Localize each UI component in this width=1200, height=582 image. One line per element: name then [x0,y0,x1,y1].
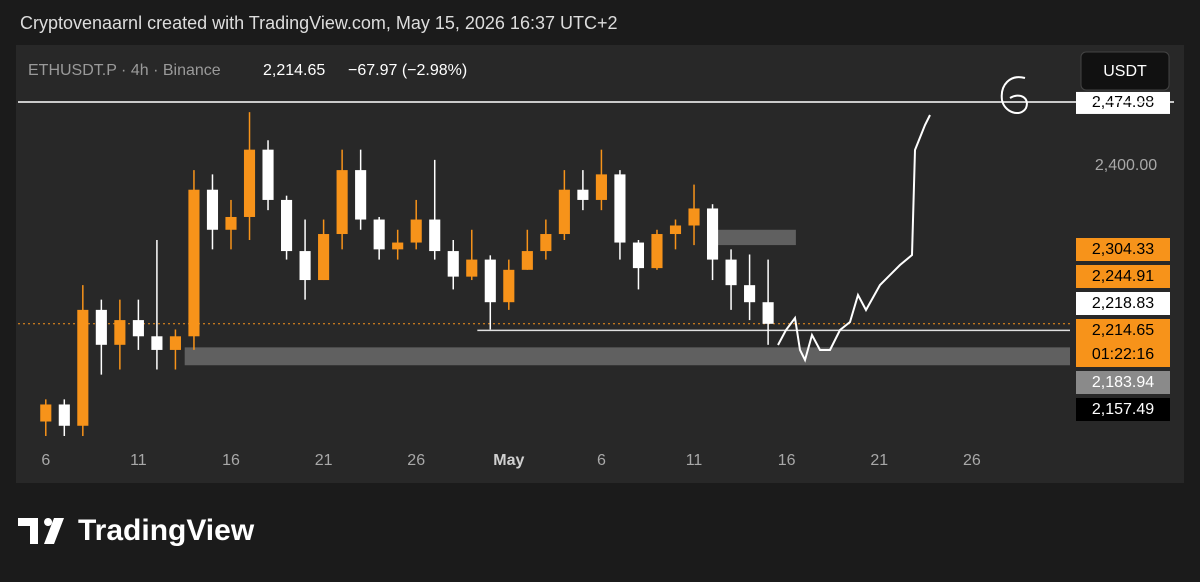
candle-body [318,234,330,281]
candle-body [206,189,219,230]
candle-body [243,149,256,217]
price-label: 2,183.94 [1092,374,1154,391]
symbol: ETHUSDT.P · 4h · Binance [28,62,221,79]
candle-body [540,234,552,252]
candle-body [262,149,274,200]
x-tick-label: 11 [130,452,147,469]
price-label: 2,244.91 [1092,268,1154,285]
candle-body [466,259,478,277]
candle-body [521,251,533,270]
x-tick-label: 6 [41,452,50,469]
currency-label: USDT [1103,63,1147,80]
countdown: 01:22:16 [1092,346,1154,363]
logo-mark [18,518,64,544]
candle-body [632,242,645,269]
candle-body [336,170,348,235]
candle-body [410,219,422,243]
candle-body [762,302,774,324]
x-tick-label: 26 [963,452,981,469]
candle-body [299,251,311,281]
price-label-box [1076,238,1170,261]
candle-body [169,336,181,350]
caption: Cryptovenaarnl created with TradingView.… [20,13,618,33]
x-tick-label: 11 [686,452,703,469]
last-price: 2,214.65 [263,62,325,79]
candle-body [614,174,626,243]
candle-body [577,189,589,200]
price-label: 2,218.83 [1092,295,1154,312]
candle-body [595,174,607,200]
drawn-projection [777,114,931,363]
price-label-box [1076,371,1170,394]
candle-body [355,170,367,220]
candle-body [114,320,126,345]
candle-body [725,259,737,286]
x-tick-label: May [493,452,524,469]
price-change: −67.97 (−2.98%) [348,62,467,79]
plot [18,112,1070,436]
x-tick-label: 16 [222,452,240,469]
x-tick-label: 21 [870,452,888,469]
axes: 2,474.982,400.006 11 16 21 26 May 6 11 16 21 262,3… [41,91,1170,469]
price-label-box [1076,292,1170,315]
candle-body [40,404,52,422]
x-tick-label: 16 [778,452,796,469]
price-label: 2,214.65 [1092,322,1154,339]
candle-body [669,225,682,235]
price-label-box [1076,265,1170,288]
price-label-box [1076,319,1170,367]
candle-body [503,269,515,303]
candle-body [447,251,459,277]
candle-body [225,216,237,230]
currency-button[interactable] [1080,51,1170,91]
price-label: 2,157.49 [1092,401,1154,418]
x-tick-label: 6 [597,452,606,469]
price-label: 2,304.33 [1092,241,1154,258]
candle-body [188,189,200,337]
candle-body [58,404,70,426]
candle-body [484,259,496,303]
zone [716,229,796,246]
candle-body [558,189,570,235]
candle-body [281,199,293,252]
zone [184,347,1070,366]
candle-body [392,242,404,250]
tradingview-logo: TradingView [18,514,255,547]
candle-body [651,234,663,269]
candle-body [706,208,719,260]
y-tick-label: 2,400.00 [1095,157,1157,174]
x-tick-label: 26 [407,452,425,469]
drawn-circle [1000,76,1028,115]
candle-body [429,219,441,252]
price-label-box [1076,398,1170,421]
candle-body [688,208,700,226]
chart-panel [16,45,1184,483]
candle-body [744,285,756,303]
x-tick-label: 21 [315,452,333,469]
candle-body [95,309,107,345]
candle-body [77,309,89,426]
logo-text: TradingView [78,514,255,547]
candle-body [132,320,144,337]
candle-body [373,219,385,250]
candle-body [151,336,163,350]
level-label-box [1076,91,1170,114]
